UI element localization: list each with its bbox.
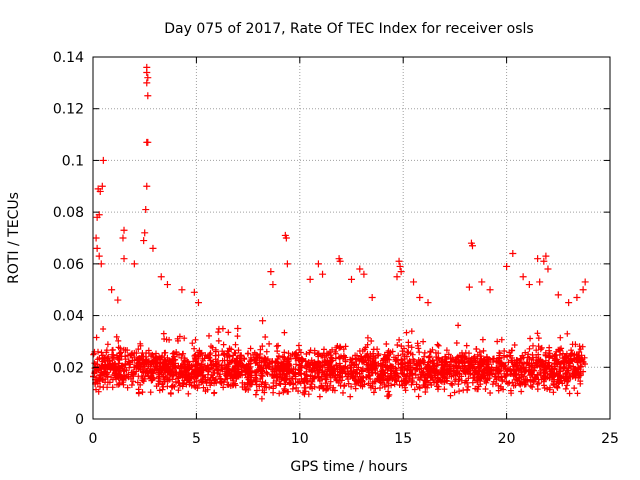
data-point xyxy=(544,265,552,273)
data-point xyxy=(95,211,103,219)
data-point xyxy=(573,293,581,301)
data-point xyxy=(393,273,401,281)
data-point xyxy=(114,296,122,304)
data-point xyxy=(416,293,424,301)
chart-title: Day 075 of 2017, Rate Of TEC Index for r… xyxy=(164,21,533,37)
data-point xyxy=(368,293,376,301)
y-tick-label: 0.02 xyxy=(53,360,84,376)
data-point xyxy=(468,242,476,250)
data-point xyxy=(143,182,151,190)
data-point xyxy=(96,187,104,195)
data-point xyxy=(525,281,533,289)
y-tick-label: 0.14 xyxy=(53,50,84,66)
data-point xyxy=(140,237,148,245)
data-point xyxy=(282,234,290,242)
data-point xyxy=(144,92,152,100)
data-point xyxy=(565,299,573,307)
data-point xyxy=(142,206,150,214)
data-point xyxy=(314,260,322,268)
axis-ticks xyxy=(92,56,611,420)
data-point-cloud xyxy=(90,322,588,402)
data-point xyxy=(283,260,291,268)
data-point xyxy=(536,278,544,286)
y-tick-label: 0.04 xyxy=(53,309,84,325)
data-point xyxy=(194,299,202,307)
data-point xyxy=(157,273,165,281)
data-point xyxy=(356,265,364,273)
data-point xyxy=(259,317,267,325)
y-axis-label: ROTI / TECUs xyxy=(6,192,22,284)
data-point xyxy=(465,283,473,291)
data-point xyxy=(108,286,116,294)
y-tick-label: 0 xyxy=(75,412,84,428)
data-point xyxy=(99,156,107,164)
data-point xyxy=(319,270,327,278)
data-point xyxy=(269,281,277,289)
data-point xyxy=(120,226,128,234)
data-point xyxy=(395,257,403,265)
data-point xyxy=(143,69,151,77)
data-point xyxy=(486,286,494,294)
y-tick-labels: 0 0.02 0.04 0.06 0.08 0.1 0.12 0.14 xyxy=(53,50,84,428)
data-point xyxy=(540,257,548,265)
data-point xyxy=(581,278,589,286)
data-point xyxy=(396,262,404,270)
data-point xyxy=(141,229,149,237)
x-tick-label: 10 xyxy=(291,431,309,447)
data-point xyxy=(306,275,314,283)
data-point xyxy=(519,273,527,281)
data-point xyxy=(534,255,542,263)
data-point xyxy=(149,244,157,252)
x-tick-label: 0 xyxy=(89,431,98,447)
data-point xyxy=(267,268,275,276)
data-point xyxy=(163,281,171,289)
data-point xyxy=(178,286,186,294)
x-tick-label: 25 xyxy=(601,431,619,447)
data-point xyxy=(542,252,550,260)
data-point xyxy=(554,291,562,299)
y-tick-label: 0.12 xyxy=(53,102,84,118)
data-point xyxy=(348,275,355,283)
plot-frame xyxy=(92,56,611,420)
data-point xyxy=(410,278,418,286)
data-points xyxy=(90,63,589,402)
data-point xyxy=(144,74,152,82)
data-point xyxy=(93,244,101,252)
x-tick-label: 5 xyxy=(192,431,201,447)
x-tick-labels: 0 5 10 15 20 25 xyxy=(89,431,619,447)
data-point xyxy=(143,79,151,87)
data-point xyxy=(120,255,128,263)
data-point xyxy=(98,182,106,190)
data-point xyxy=(190,288,198,296)
data-point xyxy=(360,270,368,278)
y-tick-label: 0.06 xyxy=(53,257,84,273)
data-point xyxy=(234,325,242,332)
y-tick-label: 0.1 xyxy=(62,153,84,169)
y-tick-label: 0.08 xyxy=(53,205,84,221)
data-point xyxy=(144,138,152,146)
data-point xyxy=(397,268,405,276)
x-tick-label: 20 xyxy=(498,431,516,447)
data-point xyxy=(92,234,100,242)
data-point xyxy=(503,262,511,270)
x-axis-label: GPS time / hours xyxy=(290,459,407,475)
data-point xyxy=(119,234,127,242)
x-tick-label: 15 xyxy=(394,431,412,447)
data-point xyxy=(336,257,344,265)
grid-lines xyxy=(93,57,610,419)
data-point xyxy=(579,286,587,294)
data-point xyxy=(95,252,103,260)
data-point xyxy=(509,250,517,258)
data-point xyxy=(424,299,432,307)
data-point xyxy=(130,260,138,268)
data-point xyxy=(478,278,486,286)
